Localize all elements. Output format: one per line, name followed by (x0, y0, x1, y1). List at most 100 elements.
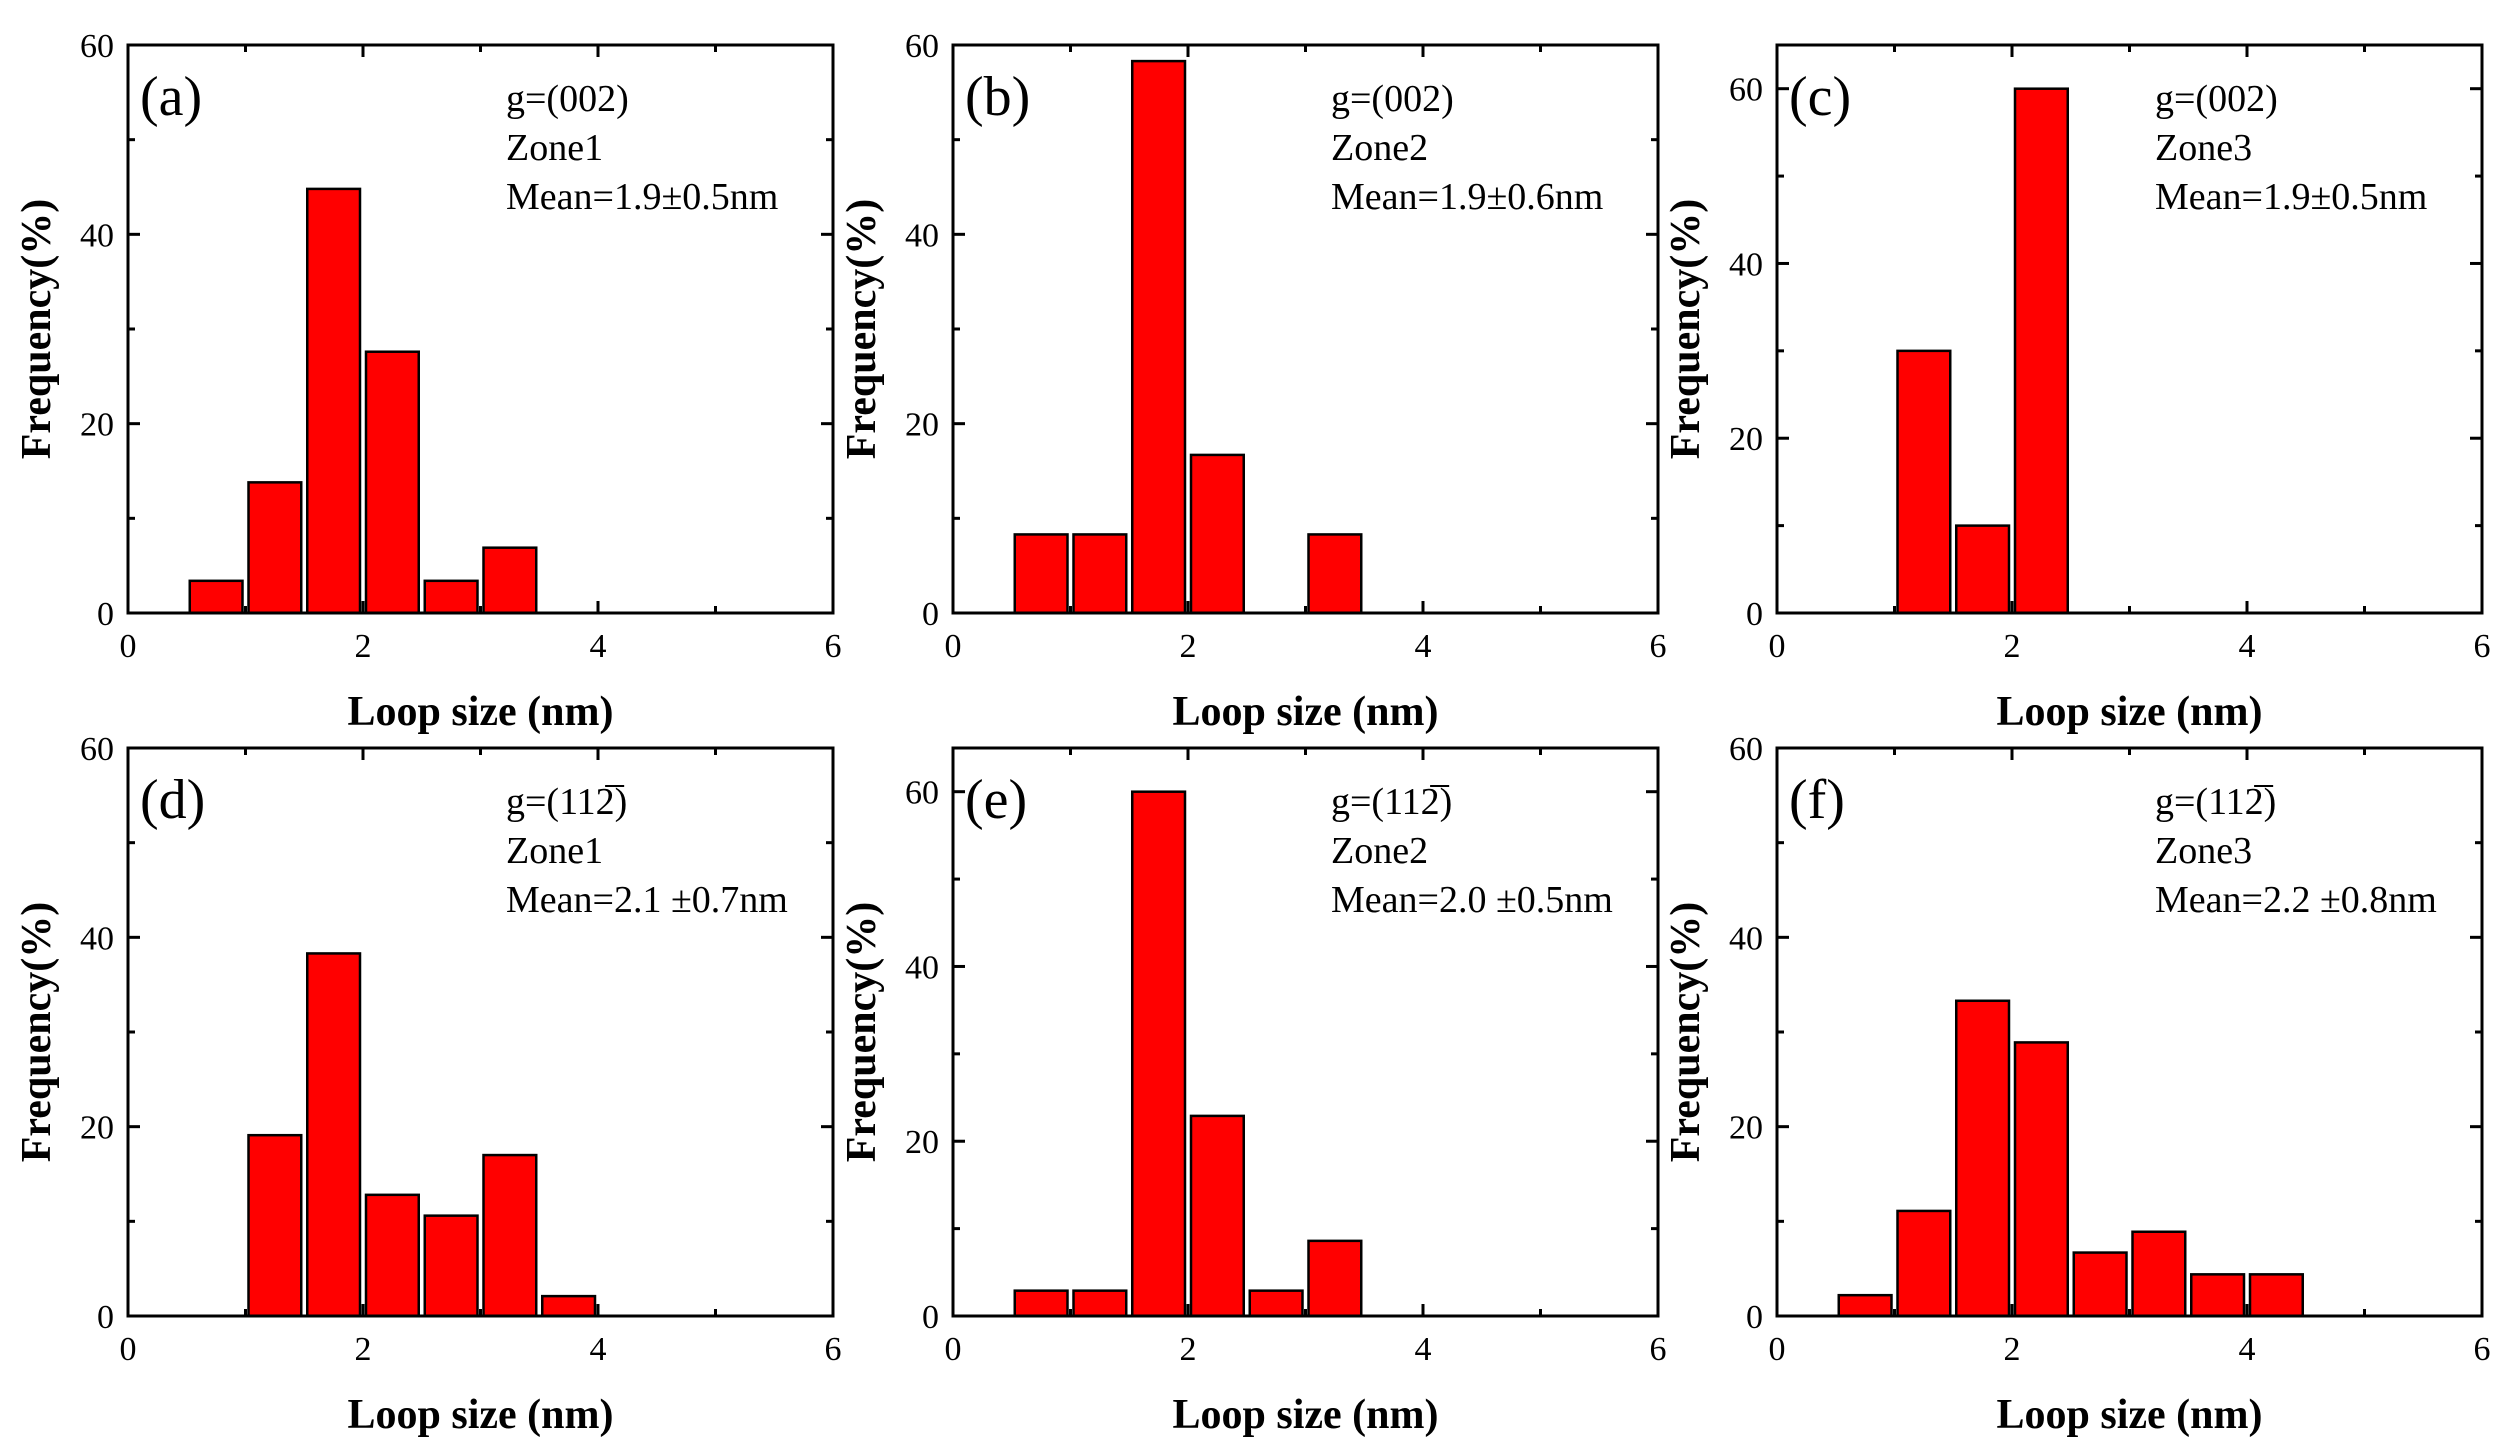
bar (1307, 533, 1363, 615)
y-axis-label: Frequency(%) (1663, 199, 1709, 460)
bar (1013, 533, 1069, 615)
bar (1013, 1289, 1069, 1318)
bar (306, 952, 362, 1318)
x-axis-label: Loop size (nm) (1997, 689, 2263, 735)
y-tick-label: 20 (905, 1124, 939, 1161)
x-tick-label: 6 (2474, 628, 2491, 665)
y-axis-label: Frequency(%) (839, 902, 885, 1163)
y-tick-label: 0 (97, 596, 114, 633)
bar (2131, 1230, 2187, 1318)
y-tick-label: 0 (1746, 596, 1763, 633)
bar (1307, 1239, 1363, 1318)
x-tick-label: 4 (2239, 628, 2256, 665)
x-tick-label: 4 (590, 628, 607, 665)
bar (1131, 59, 1187, 615)
x-tick-label: 0 (1769, 628, 1786, 665)
y-tick-label: 20 (80, 407, 114, 444)
bar (1248, 1289, 1304, 1318)
bar (482, 1153, 538, 1318)
y-tick-label: 20 (80, 1110, 114, 1147)
bar (423, 579, 479, 615)
x-axis-label: Loop size (nm) (1997, 1392, 2263, 1438)
x-axis-label: Loop size (nm) (1173, 689, 1439, 735)
x-tick-label: 2 (2004, 628, 2021, 665)
bar (1896, 1209, 1952, 1318)
annotation-text: g=(002) (1331, 78, 1454, 120)
annotation-text: Zone2 (1331, 830, 1428, 872)
y-tick-label: 40 (905, 217, 939, 254)
x-tick-label: 6 (2474, 1331, 2491, 1368)
y-tick-label: 60 (905, 775, 939, 812)
y-tick-label: 0 (97, 1299, 114, 1336)
y-tick-label: 0 (922, 596, 939, 633)
bar (2013, 87, 2069, 615)
y-tick-label: 60 (1729, 72, 1763, 109)
y-tick-label: 0 (1746, 1299, 1763, 1336)
x-tick-label: 4 (1415, 628, 1432, 665)
x-tick-label: 4 (2239, 1331, 2256, 1368)
y-tick-label: 60 (905, 28, 939, 65)
bar (364, 350, 420, 615)
plot-frame (126, 746, 835, 1318)
plot-frame (951, 746, 1660, 1318)
annotation-text: Mean=2.1 ±0.7nm (506, 879, 788, 921)
x-tick-label: 0 (120, 628, 137, 665)
x-axis-label: Loop size (nm) (348, 1392, 614, 1438)
bar (541, 1294, 597, 1318)
x-tick-label: 2 (2004, 1331, 2021, 1368)
y-tick-label: 40 (80, 920, 114, 957)
panel-label: (d) (140, 769, 205, 831)
y-tick-label: 0 (922, 1299, 939, 1336)
y-tick-label: 20 (1729, 1110, 1763, 1147)
x-tick-label: 4 (590, 1331, 607, 1368)
y-tick-label: 20 (1729, 421, 1763, 458)
x-tick-label: 0 (1769, 1331, 1786, 1368)
panel-label: (a) (140, 66, 202, 128)
panel-label: (f) (1789, 769, 1845, 831)
y-axis-label: Frequency(%) (14, 902, 60, 1163)
annotation-text: Zone3 (2155, 127, 2252, 169)
annotation-text: Mean=1.9±0.5nm (2155, 176, 2427, 218)
bar (306, 187, 362, 615)
bar (1955, 999, 2011, 1318)
y-tick-label: 40 (80, 217, 114, 254)
annotation-text: Mean=1.9±0.6nm (1331, 176, 1603, 218)
x-tick-label: 2 (1180, 1331, 1197, 1368)
y-axis-label: Frequency(%) (14, 199, 60, 460)
x-tick-label: 6 (1650, 1331, 1667, 1368)
annotation-text: g=(002) (506, 78, 629, 120)
bar (188, 579, 244, 615)
annotation-text: Zone1 (506, 830, 603, 872)
bar (247, 1133, 303, 1318)
bar (364, 1193, 420, 1318)
x-tick-label: 2 (355, 628, 372, 665)
y-tick-label: 40 (905, 949, 939, 986)
bar (2072, 1251, 2128, 1318)
annotation-text: Mean=2.0 ±0.5nm (1331, 879, 1613, 921)
x-axis-label: Loop size (nm) (348, 689, 614, 735)
panel-label: (b) (965, 66, 1030, 128)
panel-label: (c) (1789, 66, 1851, 128)
bar (1189, 453, 1245, 615)
x-tick-label: 6 (1650, 628, 1667, 665)
plot-frame (1775, 43, 2484, 615)
x-tick-label: 2 (355, 1331, 372, 1368)
bar (1131, 790, 1187, 1318)
y-axis-label: Frequency(%) (839, 199, 885, 460)
annotation-text: g=(112̅) (2155, 781, 2276, 823)
annotation-text: Mean=2.2 ±0.8nm (2155, 879, 2437, 921)
panel-label: (e) (965, 769, 1027, 831)
bar (1837, 1293, 1893, 1318)
bar (2013, 1041, 2069, 1318)
bar (423, 1214, 479, 1318)
y-tick-label: 60 (80, 28, 114, 65)
annotation-text: Mean=1.9±0.5nm (506, 176, 778, 218)
x-tick-label: 0 (945, 628, 962, 665)
annotation-text: g=(112̅) (506, 781, 627, 823)
